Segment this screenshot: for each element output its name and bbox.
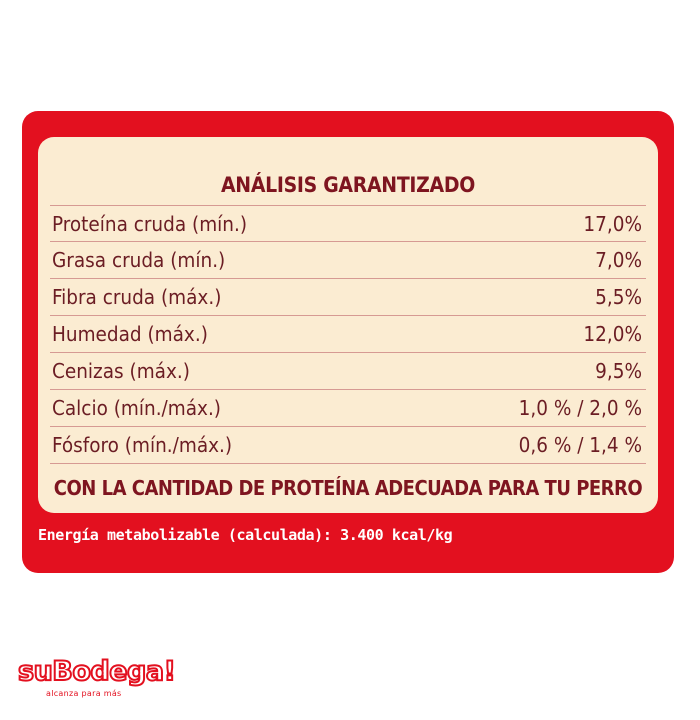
row-label: Fósforo (mín./máx.): [52, 433, 233, 457]
logo-wordmark: suBodega!: [17, 656, 177, 687]
row-value: 9,5%: [595, 359, 642, 383]
nutrition-panel: ANÁLISIS GARANTIZADO Proteína cruda (mín…: [22, 111, 674, 573]
analysis-card: ANÁLISIS GARANTIZADO Proteína cruda (mín…: [38, 137, 658, 513]
table-row: Proteína cruda (mín.) 17,0%: [50, 205, 646, 242]
row-label: Fibra cruda (máx.): [52, 285, 222, 309]
table-row: Grasa cruda (mín.) 7,0%: [50, 242, 646, 279]
row-value: 12,0%: [583, 322, 642, 346]
row-value: 1,0 % / 2,0 %: [518, 396, 642, 420]
energy-statement: Energía metabolizable (calculada): 3.400…: [38, 526, 453, 544]
row-value: 17,0%: [583, 211, 642, 236]
logo-tagline: alcanza para más: [46, 689, 122, 698]
row-label: Grasa cruda (mín.): [52, 248, 226, 272]
row-value: 7,0%: [595, 248, 642, 272]
subodega-logo: suBodega! alcanza para más: [17, 656, 178, 702]
row-label: Proteína cruda (mín.): [52, 211, 248, 236]
row-label: Cenizas (máx.): [52, 359, 190, 383]
row-label: Calcio (mín./máx.): [52, 396, 221, 420]
table-row: Fibra cruda (máx.) 5,5%: [50, 279, 646, 316]
table-row: Fósforo (mín./máx.) 0,6 % / 1,4 %: [50, 427, 646, 464]
row-label: Humedad (máx.): [52, 322, 208, 346]
analysis-table: Proteína cruda (mín.) 17,0% Grasa cruda …: [50, 205, 646, 464]
analysis-title: ANÁLISIS GARANTIZADO: [220, 173, 476, 197]
protein-claim: CON LA CANTIDAD DE PROTEÍNA ADECUADA PAR…: [53, 476, 643, 500]
table-row: Humedad (máx.) 12,0%: [50, 316, 646, 353]
table-row: Cenizas (máx.) 9,5%: [50, 353, 646, 390]
row-value: 0,6 % / 1,4 %: [518, 433, 642, 457]
row-value: 5,5%: [595, 285, 642, 309]
table-row: Calcio (mín./máx.) 1,0 % / 2,0 %: [50, 390, 646, 427]
